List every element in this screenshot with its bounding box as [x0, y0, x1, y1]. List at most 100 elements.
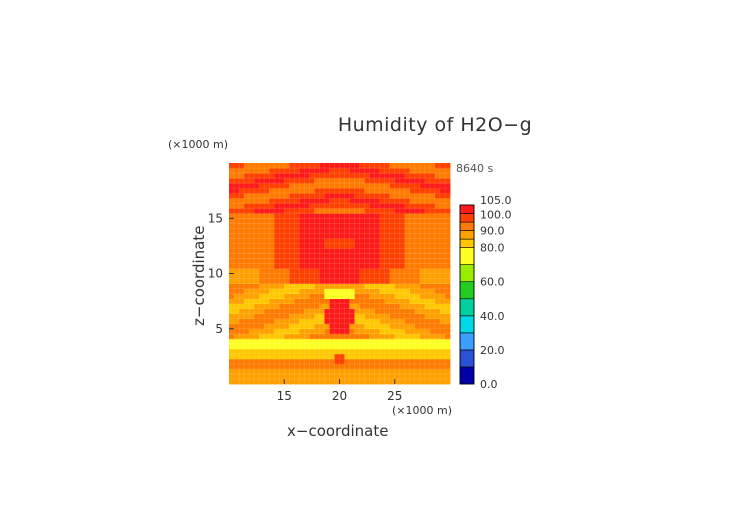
heatmap-cell	[344, 223, 350, 229]
heatmap-cell	[284, 273, 290, 279]
heatmap-cell	[319, 353, 325, 360]
heatmap-cell	[349, 233, 355, 239]
heatmap-cell	[419, 223, 426, 229]
heatmap-cell	[379, 318, 386, 325]
heatmap-cell	[349, 193, 355, 199]
heatmap-cell	[384, 183, 391, 189]
heatmap-cell	[279, 328, 285, 335]
heatmap-cell	[309, 298, 315, 305]
heatmap-cell	[379, 258, 386, 264]
heatmap-cell	[289, 298, 295, 305]
heatmap-cell	[324, 273, 330, 279]
heatmap-cell	[334, 363, 340, 370]
heatmap-cell	[279, 228, 285, 234]
heatmap-cell	[384, 273, 391, 279]
heatmap-cell	[374, 308, 381, 315]
heatmap-cell	[419, 233, 426, 239]
heatmap-cell	[274, 183, 280, 189]
heatmap-cell	[364, 233, 371, 239]
heatmap-cell	[229, 178, 235, 184]
heatmap-cell	[254, 263, 260, 269]
heatmap-cell	[444, 178, 451, 184]
heatmap-cell	[349, 213, 355, 219]
heatmap-cell	[424, 163, 431, 169]
heatmap-cell	[344, 218, 350, 224]
heatmap-cell	[294, 233, 300, 239]
heatmap-cell	[404, 378, 411, 385]
heatmap-cell	[254, 213, 260, 219]
heatmap-cell	[399, 233, 406, 239]
heatmap-cell	[264, 198, 270, 204]
heatmap-cell	[399, 178, 406, 184]
heatmap-cell	[254, 228, 260, 234]
heatmap-cell	[304, 268, 310, 274]
heatmap-cell	[234, 223, 240, 229]
heatmap-cell	[254, 203, 260, 209]
heatmap-cell	[299, 163, 305, 169]
heatmap-cell	[364, 328, 371, 335]
heatmap-cell	[229, 213, 235, 219]
heatmap-cell	[269, 188, 275, 194]
colorbar-segment	[459, 349, 475, 368]
heatmap-cell	[234, 253, 240, 259]
heatmap-cell	[229, 303, 235, 310]
heatmap-cell	[409, 203, 416, 209]
heatmap-cell	[429, 193, 436, 199]
heatmap-cell	[249, 253, 255, 259]
heatmap-cell	[414, 193, 421, 199]
heatmap-cell	[424, 228, 431, 234]
heatmap-cell	[249, 178, 255, 184]
heatmap-cell	[329, 378, 335, 385]
heatmap-cell	[299, 178, 305, 184]
heatmap-cell	[344, 368, 350, 375]
heatmap-cell	[289, 203, 295, 209]
heatmap-cell	[249, 223, 255, 229]
heatmap-cell	[234, 353, 240, 360]
heatmap-cell	[444, 173, 451, 179]
heatmap-cell	[314, 288, 320, 294]
heatmap-cell	[314, 183, 320, 189]
heatmap-cell	[354, 358, 360, 365]
heatmap-cell	[389, 353, 396, 360]
heatmap-cell	[344, 313, 350, 320]
heatmap-cell	[289, 273, 295, 279]
heatmap-cell	[419, 248, 426, 254]
heatmap-cell	[239, 198, 245, 204]
heatmap-cell	[374, 318, 381, 325]
heatmap-cell	[249, 273, 255, 279]
heatmap-cell	[369, 203, 376, 209]
heatmap-cell	[329, 333, 335, 340]
heatmap-cell	[389, 298, 396, 305]
heatmap-cell	[354, 373, 360, 380]
heatmap-cell	[244, 363, 250, 370]
heatmap-cell	[419, 188, 426, 194]
heatmap-cell	[379, 218, 386, 224]
heatmap-cell	[284, 178, 290, 184]
heatmap-cell	[429, 283, 436, 289]
heatmap-cell	[339, 378, 345, 385]
heatmap-cell	[319, 243, 325, 249]
heatmap-cell	[349, 318, 355, 325]
heatmap-cell	[419, 303, 426, 310]
heatmap-cell	[264, 338, 270, 345]
heatmap-cell	[394, 233, 401, 239]
heatmap-cell	[399, 168, 406, 174]
heatmap-cell	[429, 328, 436, 335]
heatmap-cell	[334, 333, 340, 340]
heatmap-cell	[389, 308, 396, 315]
heatmap-cell	[229, 183, 235, 189]
heatmap-cell	[374, 328, 381, 335]
heatmap-cell	[344, 198, 350, 204]
heatmap-cell	[299, 218, 305, 224]
heatmap-cell	[374, 323, 381, 330]
heatmap-cell	[229, 293, 235, 300]
heatmap-cell	[234, 283, 240, 289]
heatmap-cell	[309, 328, 315, 335]
heatmap-cell	[304, 323, 310, 330]
heatmap-cell	[334, 188, 340, 194]
heatmap-cell	[329, 293, 335, 300]
heatmap-cell	[404, 333, 411, 340]
heatmap-cell	[439, 353, 446, 360]
heatmap-cell	[349, 248, 355, 254]
heatmap-cell	[319, 313, 325, 320]
